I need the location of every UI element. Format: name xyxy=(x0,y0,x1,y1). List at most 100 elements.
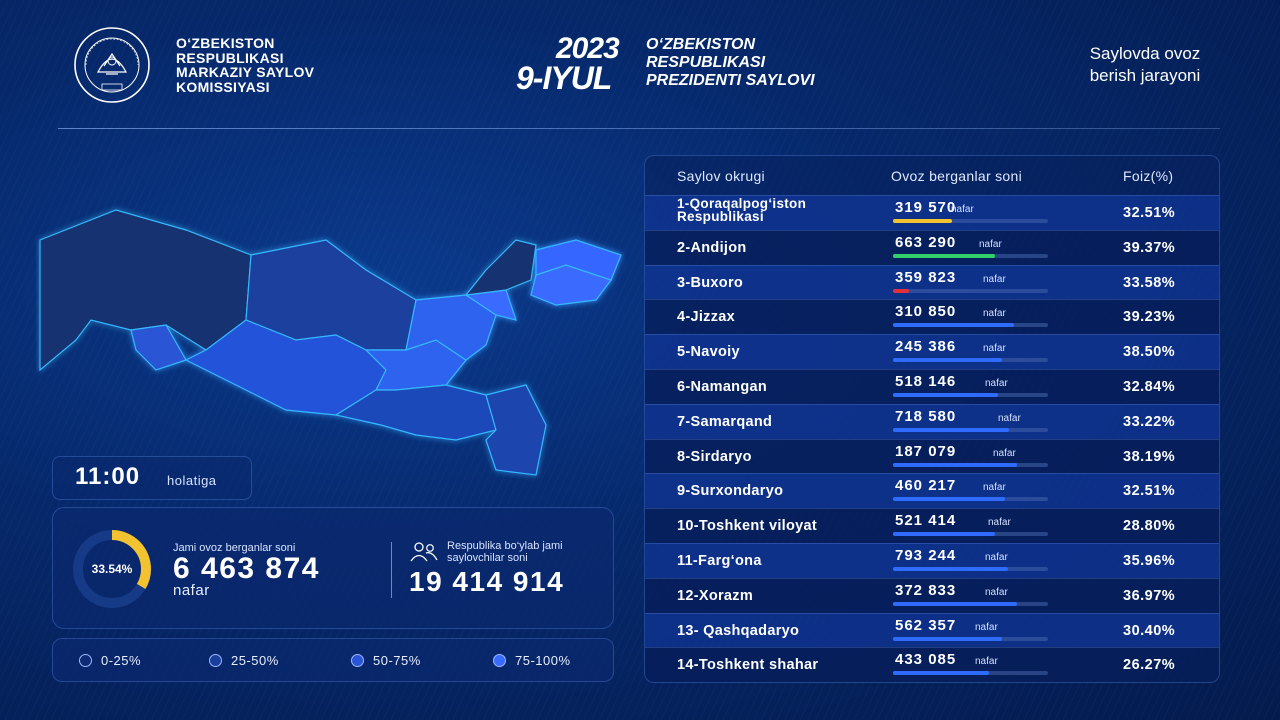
legend-label: 0-25% xyxy=(101,653,142,668)
election-title-line: RESPUBLIKASI xyxy=(646,54,766,71)
election-title-line: O‘ZBEKISTON xyxy=(646,36,756,53)
legend-dot xyxy=(351,654,364,667)
region-surxondaryo xyxy=(485,384,547,476)
votes-count: 518 146 xyxy=(895,373,957,390)
election-title: O‘ZBEKISTON RESPUBLIKASI PREZIDENTI SAYL… xyxy=(646,36,856,90)
legend-item: 0-25% xyxy=(79,653,141,668)
progress-bar-fill xyxy=(893,601,1017,606)
turnout-percent: 38.19% xyxy=(1123,448,1176,465)
turnout-donut-chart xyxy=(73,530,151,608)
progress-bar-track xyxy=(893,288,1048,293)
progress-bar-track xyxy=(893,219,1048,223)
org-line: RESPUBLIKASI xyxy=(176,49,284,66)
progress-bar-track xyxy=(893,462,1048,467)
voted-caption: Jami ovoz berganlar soni xyxy=(173,542,296,554)
progress-bar-track xyxy=(893,253,1048,258)
votes-unit: nafar xyxy=(983,482,1006,494)
votes-unit: nafar xyxy=(988,517,1011,529)
people-icon xyxy=(410,542,438,562)
legend-item: 75-100% xyxy=(493,653,571,668)
registered-voters-value: 19 414 914 xyxy=(409,566,565,597)
legend-dot xyxy=(493,654,506,667)
table-row: 1-Qoraqalpog‘iston Respublikasi 319 570 na… xyxy=(645,195,1219,230)
votes-count: 310 850 xyxy=(895,303,957,321)
status-title-line: berish jarayoni xyxy=(1089,66,1201,85)
turnout-percent: 38.50% xyxy=(1123,344,1176,361)
votes-count: 521 414 xyxy=(895,512,957,530)
district-name: 14-Toshkent shahar xyxy=(677,657,819,674)
votes-unit: nafar xyxy=(979,238,1002,250)
turnout-percent: 33.58% xyxy=(1123,274,1176,291)
totals-separator xyxy=(391,542,392,598)
progress-bar-track xyxy=(893,532,1048,537)
votes-unit: nafar xyxy=(985,552,1008,563)
voters-caption: Respublika bo‘ylab jami saylovchilar son… xyxy=(447,540,563,564)
votes-count: 372 833 xyxy=(895,581,957,599)
progress-bar-track xyxy=(893,671,1048,676)
votes-unit: nafar xyxy=(983,308,1006,320)
turnout-percent: 30.40% xyxy=(1123,622,1176,639)
votes-count: 460 217 xyxy=(895,477,957,495)
turnout-percent-label: 33.54% xyxy=(91,562,133,576)
column-header-percent: Foiz(%) xyxy=(1123,168,1174,184)
region-qashqadaryo xyxy=(334,384,497,441)
table-row: 11-Farg‘ona 793 244 nafar 35.96% xyxy=(645,543,1219,578)
progress-bar-track xyxy=(893,567,1048,571)
region-namangan xyxy=(535,239,622,281)
district-name: 7-Samarqand xyxy=(677,413,773,430)
progress-bar-fill xyxy=(893,358,1002,363)
progress-bar-fill xyxy=(893,497,1005,502)
turnout-percent: 33.22% xyxy=(1123,413,1176,430)
turnout-percent: 39.23% xyxy=(1123,309,1176,326)
votes-unit: nafar xyxy=(983,273,1006,285)
turnout-percent: 26.27% xyxy=(1123,657,1176,674)
turnout-percent: 32.84% xyxy=(1123,379,1176,395)
election-title-line: PREZIDENTI SAYLOVI xyxy=(646,72,815,89)
election-year: 2023 xyxy=(556,32,620,65)
status-time-label: holatiga xyxy=(167,473,217,488)
progress-bar-fill xyxy=(893,427,1010,432)
table-row: 6-Namangan 518 146 nafar 32.84% xyxy=(645,369,1219,404)
org-line: O‘ZBEKISTON xyxy=(176,35,275,51)
votes-unit: nafar xyxy=(985,378,1008,389)
district-name: 4-Jizzax xyxy=(677,309,736,326)
table-row: 5-Navoiy 245 386 nafar 38.50% xyxy=(645,334,1219,369)
district-name: 11-Farg‘ona xyxy=(677,553,762,569)
turnout-percent: 35.96% xyxy=(1123,553,1176,569)
totals-panel: 33.54% Jami ovoz berganlar soni 6 463 87… xyxy=(52,507,614,629)
region-xorazm xyxy=(130,324,187,371)
district-name: 9-Surxondaryo xyxy=(677,483,784,500)
progress-bar-fill xyxy=(893,532,996,537)
progress-bar-fill xyxy=(893,671,990,676)
progress-bar-track xyxy=(893,601,1048,606)
header: O‘ZBEKISTON RESPUBLIKASI MARKAZIY SAYLOV… xyxy=(0,0,1280,130)
uzbekistan-map xyxy=(39,209,622,476)
votes-unit: nafar xyxy=(983,343,1006,355)
district-name: 8-Sirdaryo xyxy=(677,448,752,465)
table-row: 12-Xorazm 372 833 nafar 36.97% xyxy=(645,577,1219,613)
progress-bar-fill xyxy=(893,323,1014,328)
legend-item: 25-50% xyxy=(209,653,279,668)
district-name: 5-Navoiy xyxy=(677,344,740,361)
progress-bar-track xyxy=(893,393,1048,397)
district-name: 6-Namangan xyxy=(677,379,768,395)
progress-bar-fill xyxy=(893,288,909,293)
legend-label: 25-50% xyxy=(231,653,279,668)
election-date: 9-IYUL xyxy=(516,60,612,96)
turnout-percent: 28.80% xyxy=(1123,518,1176,535)
table-row: 2-Andijon 663 290 nafar 39.37% xyxy=(645,229,1219,265)
legend-dot xyxy=(209,654,222,667)
region-qoraqalpogiston xyxy=(39,209,252,372)
progress-bar-fill xyxy=(893,219,952,223)
legend-label: 75-100% xyxy=(515,653,571,668)
district-name: 10-Toshkent viloyat xyxy=(677,518,817,535)
votes-unit: nafar xyxy=(985,586,1008,598)
map-legend: 0-25% 25-50% 50-75% 75-100% xyxy=(52,638,614,682)
votes-unit: nafar xyxy=(975,621,998,633)
organization-name: O‘ZBEKISTON RESPUBLIKASI MARKAZIY SAYLOV… xyxy=(176,36,346,94)
votes-count: 187 079 xyxy=(895,442,957,460)
district-name: 13- Qashqadaryo xyxy=(677,622,800,639)
progress-bar-fill xyxy=(893,393,999,397)
progress-bar-fill xyxy=(893,636,1002,641)
votes-unit: nafar xyxy=(951,204,974,215)
